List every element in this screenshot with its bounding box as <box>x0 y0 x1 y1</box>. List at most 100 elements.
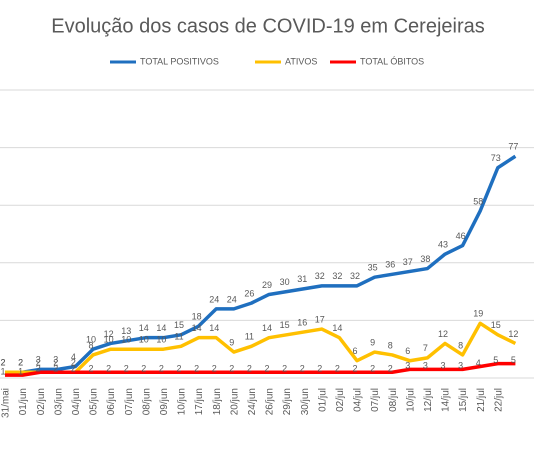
data-label: 8 <box>388 340 393 350</box>
x-tick-label: 12/jul <box>423 388 434 412</box>
x-tick-label: 30/jun <box>300 388 311 415</box>
data-label: 2 <box>124 364 129 374</box>
data-label: 31 <box>297 274 307 284</box>
legend-label: TOTAL POSITIVOS <box>140 56 219 66</box>
x-tick-label: 26/jun <box>265 388 276 415</box>
x-tick-label: 04/jun <box>71 388 82 415</box>
legend-label: ATIVOS <box>285 56 317 66</box>
x-tick-label: 01/jul <box>317 388 328 412</box>
data-label: 10 <box>156 335 166 345</box>
data-label: 2 <box>36 364 41 374</box>
data-label: 8 <box>88 340 93 350</box>
x-tick-label: 03/jun <box>53 388 64 415</box>
data-label: 73 <box>491 153 501 163</box>
data-label: 2 <box>282 364 287 374</box>
data-label: 2 <box>159 364 164 374</box>
data-label: 2 <box>36 358 41 368</box>
x-tick-label: 08/jun <box>141 388 152 415</box>
data-label: 6 <box>352 346 357 356</box>
data-label: 2 <box>370 364 375 374</box>
data-label: 15 <box>491 320 501 330</box>
data-label: 6 <box>405 346 410 356</box>
data-label: 11 <box>174 332 183 342</box>
data-label: 36 <box>385 260 395 270</box>
x-tick-label: 05/jun <box>89 388 100 415</box>
x-tick-label: 15/jul <box>458 388 469 412</box>
x-tick-label: 06/jun <box>106 388 117 415</box>
data-label: 3 <box>53 355 58 365</box>
x-tick-label: 10/jul <box>405 388 416 412</box>
data-label: 10 <box>139 335 149 345</box>
x-tick-label: 07/jun <box>124 388 135 415</box>
data-label: 32 <box>332 271 342 281</box>
x-tick-label: 01/jun <box>18 388 29 415</box>
data-label: 2 <box>18 358 23 368</box>
data-label: 13 <box>121 326 131 336</box>
x-tick-label: 02/jun <box>36 388 47 415</box>
data-label: 2 <box>18 358 23 368</box>
data-label: 15 <box>280 320 290 330</box>
data-label: 2 <box>212 364 217 374</box>
x-tick-label: 07/jul <box>370 388 381 412</box>
data-label: 7 <box>423 343 428 353</box>
data-label: 12 <box>508 329 518 339</box>
data-label: 2 <box>88 364 93 374</box>
data-label: 14 <box>156 323 166 333</box>
data-label: 12 <box>104 329 114 339</box>
data-label: 2 <box>71 364 76 374</box>
data-label: 1 <box>0 366 5 376</box>
data-label: 2 <box>388 364 393 374</box>
data-label: 26 <box>244 288 254 298</box>
data-label: 2 <box>352 364 357 374</box>
data-label: 37 <box>403 257 413 267</box>
data-label: 18 <box>192 312 202 322</box>
data-label: 24 <box>209 294 219 304</box>
chart-title: Evolução dos casos de COVID-19 em Cereje… <box>51 15 485 37</box>
data-label: 2 <box>0 358 5 368</box>
data-label: 12 <box>438 329 448 339</box>
data-label: 38 <box>420 254 430 264</box>
data-label: 2 <box>264 364 269 374</box>
data-label: 2 <box>335 364 340 374</box>
x-tick-label: 21/jul <box>476 388 487 412</box>
data-label: 2 <box>0 358 5 368</box>
data-label: 3 <box>36 355 41 365</box>
data-label: 4 <box>71 352 76 362</box>
data-label: 77 <box>508 142 518 152</box>
series-line <box>5 361 516 377</box>
data-label: 5 <box>493 355 498 365</box>
data-label: 9 <box>370 337 375 347</box>
x-tick-label: 02/jul <box>335 388 346 412</box>
data-label: 14 <box>262 323 272 333</box>
data-label: 24 <box>227 294 237 304</box>
data-label: 29 <box>262 280 272 290</box>
data-label: 15 <box>174 320 184 330</box>
data-label: 10 <box>104 335 114 345</box>
x-tick-label: 22/jul <box>493 388 504 412</box>
data-label: 2 <box>317 364 322 374</box>
data-label: 3 <box>405 361 410 371</box>
x-tick-label: 17/jun <box>194 388 205 415</box>
x-tick-label: 24/jun <box>247 388 258 415</box>
data-label: 17 <box>315 314 325 324</box>
x-tick-label: 08/jul <box>388 388 399 412</box>
data-label: 2 <box>247 364 252 374</box>
data-label: 2 <box>106 364 111 374</box>
data-label: 2 <box>71 358 76 368</box>
data-label: 2 <box>300 364 305 374</box>
data-label: 58 <box>473 196 483 206</box>
data-label: 46 <box>456 231 466 241</box>
data-label: 3 <box>440 361 445 371</box>
data-label: 32 <box>350 271 360 281</box>
data-label: 4 <box>476 358 481 368</box>
data-label: 14 <box>139 323 149 333</box>
x-tick-label: 20/jun <box>229 388 240 415</box>
data-label: 14 <box>192 323 202 333</box>
data-label: 10 <box>86 335 96 345</box>
x-tick-label: 29/jun <box>282 388 293 415</box>
data-label: 2 <box>141 364 146 374</box>
x-tick-label: 09/jun <box>159 388 170 415</box>
data-label: 19 <box>473 309 483 319</box>
data-label: 2 <box>53 358 58 368</box>
